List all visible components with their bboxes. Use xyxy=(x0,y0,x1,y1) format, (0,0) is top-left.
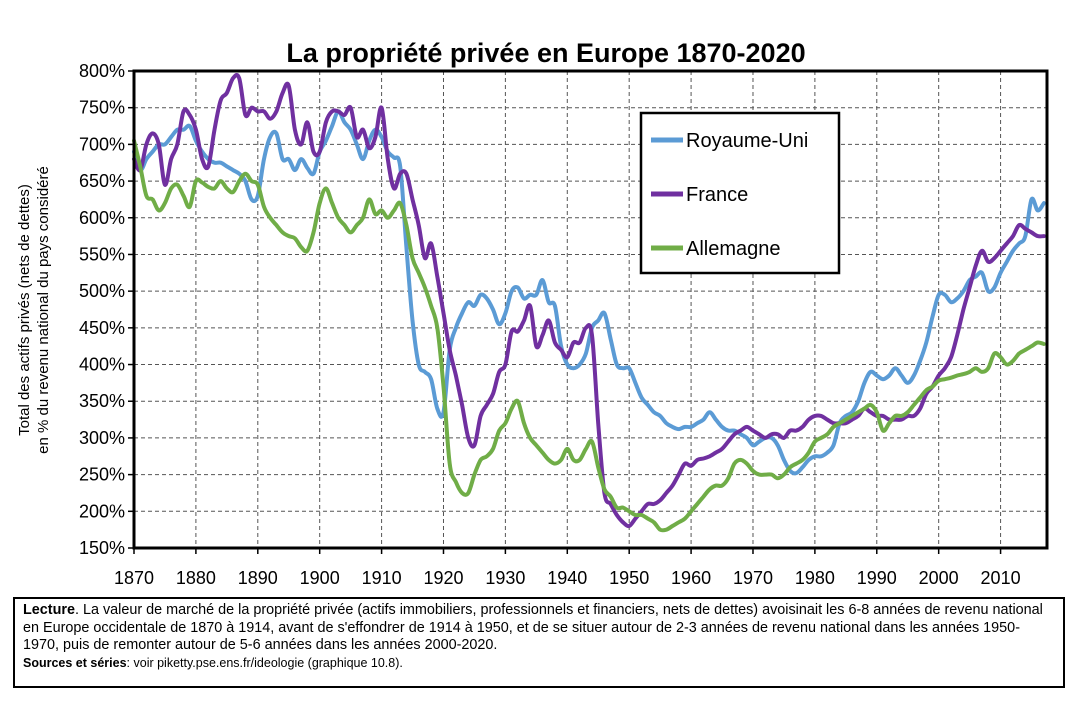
series-line-france xyxy=(132,73,1046,529)
legend-label: France xyxy=(686,184,748,206)
y-tick-label: 250% xyxy=(79,465,125,485)
x-tick-label: 1980 xyxy=(795,568,835,588)
y-tick-label: 500% xyxy=(79,281,125,301)
x-tick-label: 1940 xyxy=(547,568,587,588)
x-tick-label: 1950 xyxy=(609,568,649,588)
x-tick-label: 1970 xyxy=(733,568,773,588)
y-tick-label: 200% xyxy=(79,501,125,521)
note-sources-text: : voir piketty.pse.ens.fr/ideologie (gra… xyxy=(126,655,403,670)
plot-frame xyxy=(132,69,1049,550)
y-tick-label: 550% xyxy=(79,244,125,264)
y-tick-label: 150% xyxy=(79,538,125,558)
x-tick-label: 1880 xyxy=(176,568,216,588)
chart-title: La propriété privée en Europe 1870-2020 xyxy=(286,38,805,68)
series-lines xyxy=(132,73,1046,533)
legend-label: Royaume-Uni xyxy=(686,130,808,152)
y-tick-label: 350% xyxy=(79,391,125,411)
note-lead-label: Lecture xyxy=(23,602,75,618)
note-sources-label: Sources et séries xyxy=(23,655,127,670)
y-tick-label: 750% xyxy=(79,98,125,118)
legend-label: Allemagne xyxy=(686,238,781,260)
y-axis-label-line1: Total des actifs privés (nets de dettes) xyxy=(16,184,33,436)
x-tick-label: 1920 xyxy=(423,568,463,588)
y-tick-label: 600% xyxy=(79,208,125,228)
y-tick-label: 650% xyxy=(79,171,125,191)
series-line-allemagne xyxy=(132,138,1046,533)
y-axis-ticks: 150% 200% 250% 300% 350% 400% 450% 500% 550% 600%… xyxy=(79,61,134,558)
y-tick-label: 450% xyxy=(79,318,125,338)
legend: Royaume-Uni France Allemagne xyxy=(639,111,841,275)
chart: La propriété privée en Europe 1870-2020 … xyxy=(16,38,1049,588)
x-tick-label: 1960 xyxy=(671,568,711,588)
x-axis-ticks: 1870 1880 1890 1900 1910 1920 1930 1940 1950 1960… xyxy=(114,548,1021,588)
x-tick-label: 1990 xyxy=(857,568,897,588)
reading-note: Lecture. La valeur de marché de la propr… xyxy=(13,597,1065,688)
y-tick-label: 700% xyxy=(79,134,125,154)
note-lead-text: . La valeur de marché de la propriété pr… xyxy=(23,602,1043,653)
grid xyxy=(134,71,1047,548)
y-axis-label-line2: en % du revenu national du pays considér… xyxy=(35,166,52,454)
x-tick-label: 1900 xyxy=(300,568,340,588)
x-tick-label: 1870 xyxy=(114,568,154,588)
x-tick-label: 2010 xyxy=(981,568,1021,588)
x-tick-label: 1910 xyxy=(362,568,402,588)
y-tick-label: 300% xyxy=(79,428,125,448)
x-tick-label: 1930 xyxy=(485,568,525,588)
y-tick-label: 400% xyxy=(79,355,125,375)
series-line-royaume-uni xyxy=(132,109,1046,476)
x-tick-label: 1890 xyxy=(238,568,278,588)
x-tick-label: 2000 xyxy=(919,568,959,588)
y-tick-label: 800% xyxy=(79,61,125,81)
